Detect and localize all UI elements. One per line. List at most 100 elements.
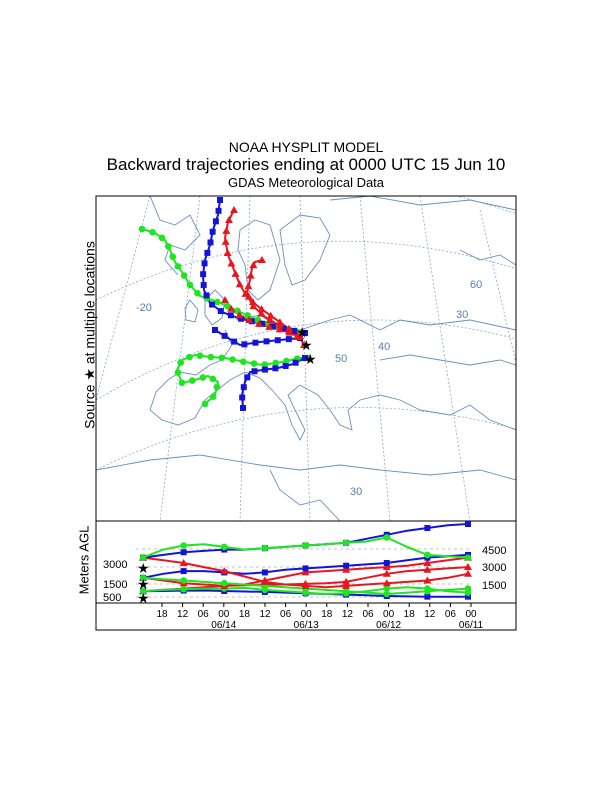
- traj-1500-c-point: [464, 585, 472, 592]
- star-icon: ★: [137, 560, 150, 576]
- trajectory-green-south-marker: [261, 361, 269, 368]
- traj-3000-a-point: [179, 559, 188, 567]
- trajectory-markers: [138, 197, 312, 411]
- hour-tick-label: 06: [198, 609, 210, 620]
- trajectory-red-marker: [227, 259, 236, 267]
- traj-1500-a-point: [342, 565, 351, 573]
- trajectory-green-south-marker: [272, 359, 279, 367]
- traj-3000-c-point: [342, 539, 350, 547]
- trajectory-blue-north-marker: [215, 207, 222, 214]
- traj-500-c-point: [383, 585, 391, 592]
- trajectory-red-marker: [248, 298, 257, 306]
- map-area: -20 30 30 40 50 60 ★ ★ ★: [96, 196, 516, 521]
- trajectory-blue-south-marker: [302, 355, 308, 361]
- lat-label: 50: [335, 353, 347, 365]
- trajectory-blue-north-marker: [217, 197, 223, 203]
- trajectory-red-marker: [285, 328, 294, 336]
- trajectory-red-marker: [223, 248, 232, 256]
- traj-1500-c-point: [383, 590, 391, 598]
- model-name: NOAA HYSPLIT MODEL: [228, 139, 384, 155]
- traj-3000-a-point: [301, 581, 310, 589]
- trajectory-red-marker: [224, 216, 233, 224]
- trajectory-green-south-marker: [174, 369, 182, 376]
- source-stars: ★ ★ ★: [296, 324, 317, 367]
- traj-1500-c-point: [424, 587, 431, 595]
- hour-tick-label: 18: [239, 609, 251, 620]
- trajectory-blue-north-marker: [209, 228, 216, 235]
- trajectory-green-south-marker: [186, 353, 193, 361]
- trajectory-blue-south-marker: [221, 332, 228, 339]
- traj-3000-b-point: [424, 525, 431, 532]
- x-ticks: [161, 603, 472, 607]
- star-icon: ★: [137, 590, 150, 606]
- trajectory-red-marker: [244, 292, 253, 300]
- date-label: 06/14: [211, 620, 236, 631]
- trajectory-blue-south-marker: [272, 365, 279, 372]
- traj-1500-c-point: [139, 574, 147, 582]
- trajectory-green-south-marker: [209, 375, 217, 383]
- trajectory-red-marker: [255, 319, 264, 327]
- star-icon: ★: [296, 324, 309, 340]
- trajectory-blue-south-marker: [285, 336, 292, 343]
- lat-label: 60: [470, 279, 482, 291]
- trajectory-red-marker: [257, 309, 266, 317]
- trajectory-red-marker: [249, 261, 258, 269]
- traj-3000-c-point: [383, 534, 391, 541]
- hour-tick-label: 00: [465, 609, 477, 620]
- date-label: 06/12: [376, 620, 401, 631]
- trajectory-green-north-marker: [138, 225, 146, 233]
- trajectory-red-marker: [235, 280, 244, 288]
- lon-label: -20: [136, 302, 152, 314]
- traj-3000-c-point: [220, 543, 228, 551]
- trajectory-green-south-marker: [196, 352, 204, 359]
- trajectory-red-marker: [266, 311, 275, 319]
- trajectory-green-north-marker: [169, 253, 177, 261]
- traj-1500-c-point: [220, 579, 228, 587]
- trajectory-red-marker: [221, 237, 230, 245]
- traj-3000-b-point: [465, 521, 471, 527]
- trajectory-blue-south-marker: [240, 405, 246, 411]
- trajectory-red-marker: [265, 322, 274, 330]
- trajectory-blue-south-marker: [263, 338, 270, 345]
- trajectory-red-marker: [296, 332, 304, 339]
- hour-tick-label: 12: [259, 609, 271, 620]
- trajectory-green-south-marker: [213, 383, 221, 391]
- traj-1500-c-point: [180, 577, 187, 584]
- trajectory-red-marker: [245, 315, 254, 323]
- trajectory-green-south-marker: [218, 354, 226, 362]
- trajectory-blue-north-marker: [207, 239, 214, 246]
- trajectory-blue-north-marker: [217, 308, 224, 315]
- trajectory-green-south-marker: [250, 360, 258, 367]
- graticule-labels: -20 30 30 40 50 60: [136, 279, 482, 498]
- trajectory-green-south-marker: [178, 379, 186, 387]
- left-level-label: 3000: [103, 559, 127, 571]
- traj-1500-b-point: [383, 560, 390, 567]
- hour-tick-label: 06: [362, 609, 374, 620]
- trajectory-green-south-marker: [283, 357, 290, 365]
- star-icon: ★: [304, 351, 317, 367]
- traj-3000-c-point: [180, 542, 187, 549]
- data-source: GDAS Meteorological Data: [227, 175, 385, 190]
- right-level-labels: 4500 3000 1500: [482, 545, 506, 592]
- traj-1500-a-point: [301, 568, 310, 576]
- trajectory-red-marker: [275, 321, 284, 329]
- trajectory-blue-north-marker: [238, 315, 245, 322]
- trajectory-green-north-marker: [224, 302, 231, 310]
- date-labels: 06/14 06/13 06/12 06/11: [211, 620, 483, 631]
- traj-1500-b-point: [343, 562, 350, 569]
- traj-500-b-point: [465, 593, 471, 600]
- trajectory-red-marker: [246, 271, 255, 279]
- trajectory-green-north-marker: [149, 228, 156, 236]
- left-level-label: 1500: [103, 579, 127, 591]
- trajectory-green-north-marker: [186, 281, 194, 289]
- hour-tick-label: 06: [445, 609, 457, 620]
- trajectory-blue-south-marker: [240, 384, 247, 391]
- trajectory-blue-north-marker: [291, 327, 298, 334]
- trajectory-green-south-marker: [199, 374, 207, 381]
- trajectory-blue-north-marker: [200, 271, 207, 278]
- trajectory-red-marker: [221, 296, 229, 303]
- trajectory-blue-north-marker: [203, 292, 210, 299]
- traj-500-a-point: [423, 565, 432, 573]
- hour-tick-label: 06: [280, 609, 292, 620]
- hour-tick-label: 18: [156, 609, 168, 620]
